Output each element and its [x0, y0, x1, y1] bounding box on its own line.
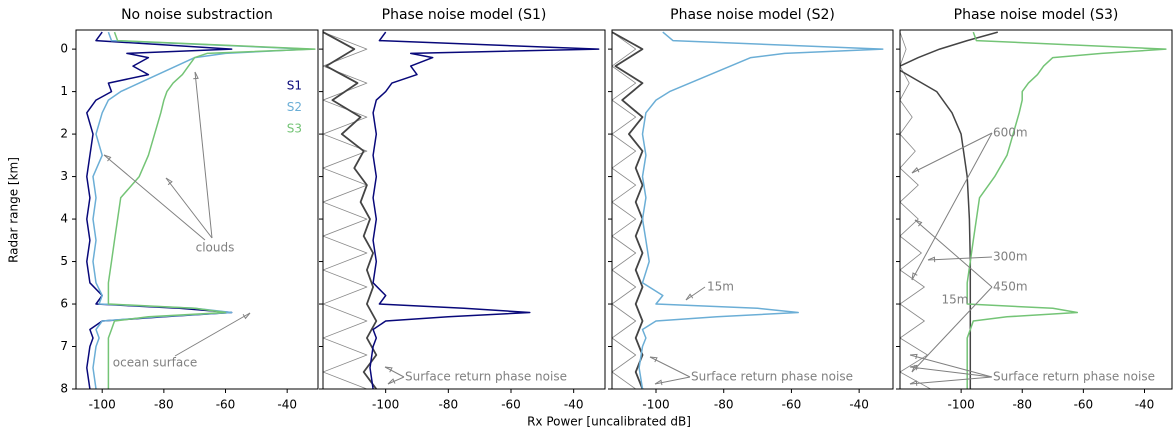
- legend-label: S3: [287, 122, 302, 136]
- annotation-arrow: [384, 366, 405, 378]
- y-tick-label: 7: [60, 339, 68, 353]
- plot-area: [900, 31, 1167, 389]
- x-tick-label: -40: [1135, 398, 1155, 412]
- x-tick-label: -80: [439, 398, 459, 412]
- plot-area: [86, 31, 316, 389]
- y-tick-label: 5: [60, 254, 68, 268]
- arrow-head: [927, 256, 936, 263]
- arrow-head: [387, 378, 396, 385]
- y-tick-label: 3: [60, 169, 68, 183]
- panel-frame: [75, 29, 319, 390]
- series-line: [900, 31, 931, 389]
- plot-area: [323, 31, 600, 389]
- arrow-head: [242, 312, 251, 320]
- x-tick-label: -80: [154, 398, 174, 412]
- series-line: [323, 31, 378, 389]
- y-axis-label: Radar range [km]: [7, 157, 21, 263]
- arrow-head: [911, 272, 918, 281]
- arrow-head: [685, 293, 694, 301]
- annotation: 300m: [993, 250, 1028, 264]
- x-tick-label: -60: [216, 398, 236, 412]
- x-tick-label: -60: [501, 398, 521, 412]
- panel-frame: [611, 29, 894, 390]
- panel-title: No noise substraction: [121, 7, 273, 23]
- x-tick-label: -80: [714, 398, 734, 412]
- annotation: 450m: [993, 280, 1028, 294]
- arrow-head: [909, 353, 918, 360]
- annotation-arrow: [165, 177, 213, 239]
- series-line: [900, 31, 999, 389]
- series-line: [92, 31, 310, 389]
- x-tick-label: -40: [277, 398, 297, 412]
- y-tick-label: 2: [60, 127, 68, 141]
- arrow-head: [165, 177, 173, 186]
- x-tick-label: -100: [948, 398, 975, 412]
- arrow-head: [909, 380, 918, 386]
- x-tick-label: -60: [1074, 398, 1094, 412]
- annotation: clouds: [196, 241, 235, 255]
- legend-label: S2: [287, 100, 302, 114]
- series-line: [369, 31, 600, 389]
- series-line: [107, 31, 316, 389]
- arrow-head: [909, 364, 918, 371]
- annotation-arrow: [909, 354, 993, 378]
- annotation-arrow: [194, 71, 213, 239]
- annotation-arrow: [649, 356, 691, 378]
- series-line: [612, 31, 644, 389]
- x-tick-label: -100: [89, 398, 116, 412]
- series-line: [638, 31, 884, 389]
- series-line: [86, 31, 233, 389]
- arrow-head: [914, 219, 923, 227]
- series-line: [612, 31, 637, 389]
- x-tick-label: -60: [782, 398, 802, 412]
- legend-label: S1: [287, 79, 302, 93]
- annotation: 15m: [707, 280, 734, 294]
- series-line: [966, 31, 1167, 389]
- x-tick-label: -100: [372, 398, 399, 412]
- annotation: Surface return phase noise: [691, 370, 853, 384]
- arrow-head: [193, 71, 199, 80]
- panel-title: Phase noise model (S3): [954, 7, 1119, 23]
- annotation-arrow: [387, 376, 405, 385]
- annotation-arrow: [909, 366, 993, 378]
- series-line: [323, 31, 368, 389]
- panel-frame: [322, 29, 606, 390]
- y-tick-label: 1: [60, 84, 68, 98]
- panel-title: Phase noise model (S2): [670, 7, 835, 23]
- annotation-arrow: [685, 286, 706, 301]
- x-tick-label: -100: [642, 398, 669, 412]
- x-tick-label: -40: [564, 398, 584, 412]
- annotation-arrow: [909, 376, 993, 385]
- plot-area: [612, 31, 884, 389]
- y-tick-label: 6: [60, 297, 68, 311]
- annotation: 600m: [993, 126, 1028, 140]
- annotation-arrow: [911, 286, 993, 373]
- x-tick-label: -80: [1012, 398, 1032, 412]
- arrow-head: [654, 379, 663, 386]
- y-tick-label: 0: [60, 42, 68, 56]
- arrow-head: [103, 154, 112, 162]
- x-axis-label: Rx Power [uncalibrated dB]: [527, 415, 691, 429]
- annotation: Surface return phase noise: [405, 370, 567, 384]
- panel-title: Phase noise model (S1): [382, 7, 547, 23]
- annotation-arrow: [103, 154, 206, 241]
- arrow-head: [649, 356, 658, 363]
- annotation: Surface return phase noise: [993, 370, 1155, 384]
- arrow-head: [911, 167, 920, 174]
- annotation-arrow: [654, 376, 691, 385]
- y-tick-label: 4: [60, 212, 68, 226]
- annotation-arrow: [911, 132, 993, 174]
- x-tick-label: -40: [849, 398, 869, 412]
- y-tick-label: 8: [60, 382, 68, 396]
- annotation: ocean surface: [113, 356, 197, 370]
- annotation-arrow: [174, 312, 251, 357]
- annotation-arrow: [911, 132, 993, 281]
- arrow-head: [384, 366, 393, 373]
- annotation: 15m: [942, 293, 969, 307]
- annotation-arrow: [914, 219, 993, 288]
- panel-frame: [899, 29, 1173, 390]
